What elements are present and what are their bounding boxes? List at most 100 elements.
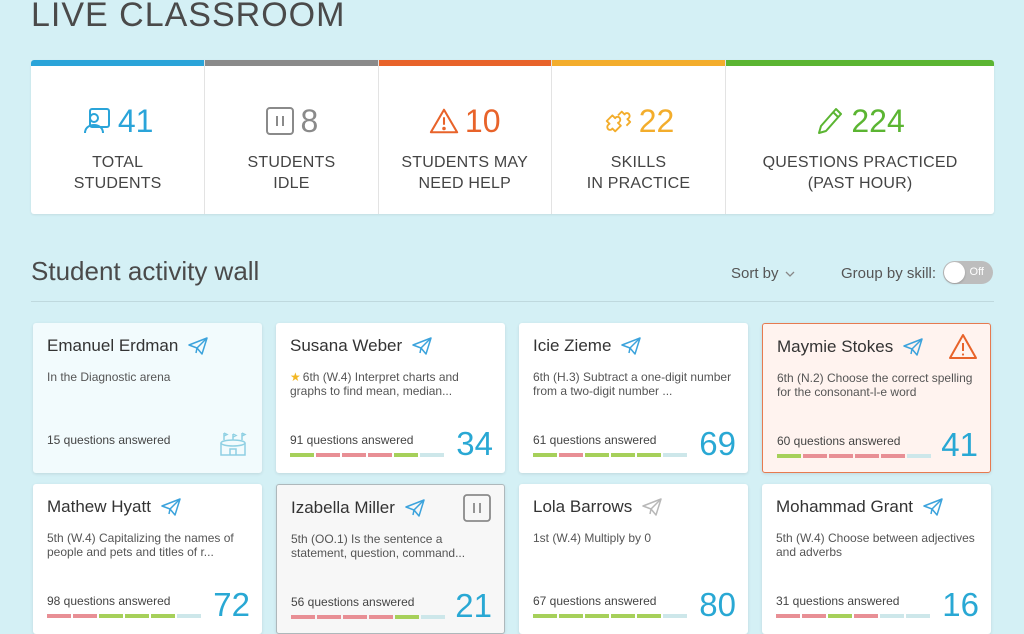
smart-score: 72 (213, 586, 250, 623)
progress-segment (663, 614, 687, 618)
progress-segments (776, 614, 932, 618)
sort-by-dropdown[interactable]: Sort by (731, 265, 795, 282)
progress-segment (637, 453, 661, 457)
group-by-skill-label: Group by skill: (841, 265, 937, 282)
stat-color-bar (551, 60, 726, 66)
student-card[interactable]: Emanuel Erdman In the Diagnostic arena 15 … (33, 323, 262, 473)
stat-label: QUESTIONS PRACTICED (PAST HOUR) (762, 154, 958, 192)
progress-segment (420, 453, 444, 457)
stat-total-students[interactable]: 41 TOTAL STUDENTS (31, 60, 206, 214)
student-name: Icie Zieme (533, 336, 642, 356)
pencil-icon (815, 106, 845, 136)
arena-icon (220, 432, 247, 456)
smart-score: 69 (699, 425, 736, 462)
progress-segment (369, 615, 393, 619)
progress-segment (316, 453, 340, 457)
toggle-knob (944, 262, 965, 283)
questions-answered: 31 questions answered (776, 594, 900, 608)
student-card[interactable]: Izabella Miller 5th (OO.1) Is the sentenc… (276, 484, 505, 634)
skill-description: In the Diagnostic arena (47, 370, 171, 384)
sort-by-label: Sort by (731, 265, 779, 282)
progress-segment (290, 453, 314, 457)
group-by-skill-toggle[interactable]: Off (943, 261, 993, 284)
progress-segment (533, 453, 557, 457)
stats-panel: 41 TOTAL STUDENTS 8 STUDENTS IDLE (31, 60, 994, 214)
student-card[interactable]: Icie Zieme 6th (H.3) Subtract a one-digit… (519, 323, 748, 473)
progress-segment (803, 454, 827, 458)
student-card[interactable]: Mathew Hyatt 5th (W.4) Capitalizing the n… (33, 484, 262, 634)
progress-segment (559, 614, 583, 618)
stat-value: 10 (464, 103, 501, 139)
progress-segment (829, 454, 853, 458)
progress-segment (611, 614, 635, 618)
skill-description: ★ 6th (W.4) Interpret charts and graphs t… (290, 370, 459, 398)
stat-need-help[interactable]: 10 STUDENTS MAY NEED HELP (378, 60, 552, 214)
progress-segment (99, 614, 123, 618)
paper-plane-icon (642, 498, 662, 516)
progress-segments (47, 614, 203, 618)
stat-color-bar (726, 60, 994, 66)
student-card[interactable]: Maymie Stokes 6th (N.2) Choose the correc… (762, 323, 991, 473)
smart-score: 21 (455, 587, 492, 624)
progress-segment (394, 453, 418, 457)
student-icon (82, 106, 112, 136)
chevron-down-icon (785, 271, 794, 277)
student-card[interactable]: Susana Weber ★ 6th (W.4) Interpret charts … (276, 323, 505, 473)
paper-plane-icon (188, 337, 209, 355)
stat-color-bar (205, 60, 378, 66)
stat-label: TOTAL STUDENTS (73, 154, 162, 192)
pause-icon (463, 494, 491, 522)
progress-segment (881, 454, 905, 458)
skill-description: 5th (W.4) Choose between adjectives and … (776, 531, 975, 559)
stat-color-bar (31, 60, 205, 66)
paper-plane-icon (903, 338, 923, 356)
progress-segment (421, 615, 445, 619)
progress-segment (533, 614, 557, 618)
progress-segment (906, 614, 930, 618)
student-name: Maymie Stokes (777, 337, 923, 357)
student-card[interactable]: Lola Barrows 1st (W.4) Multiply by 0 67 qu… (519, 484, 748, 634)
toggle-state: Off (969, 266, 984, 278)
skill-description: 6th (H.3) Subtract a one-digit number fr… (533, 370, 732, 398)
questions-answered: 61 questions answered (533, 433, 657, 447)
warning-icon (429, 106, 459, 136)
stat-value: 22 (638, 103, 675, 139)
pause-icon (265, 106, 295, 136)
smart-score: 16 (942, 586, 979, 623)
progress-segment (802, 614, 826, 618)
paper-plane-icon (405, 499, 425, 517)
student-name: Emanuel Erdman (47, 336, 209, 356)
questions-answered: 67 questions answered (533, 594, 657, 608)
questions-answered: 98 questions answered (47, 594, 171, 608)
progress-segment (317, 615, 341, 619)
progress-segment (880, 614, 904, 618)
progress-segment (637, 614, 661, 618)
smart-score: 80 (699, 586, 736, 623)
stat-skills[interactable]: 22 SKILLS IN PRACTICE (551, 60, 727, 214)
paper-plane-icon (161, 498, 181, 516)
progress-segment (585, 453, 609, 457)
page-title: LIVE CLASSROOM (31, 0, 346, 34)
progress-segments (533, 453, 689, 457)
stat-value: 224 (851, 103, 905, 139)
progress-segment (343, 615, 367, 619)
student-name: Lola Barrows (533, 497, 662, 517)
skill-description: 6th (N.2) Choose the correct spelling fo… (777, 371, 973, 399)
stat-questions-practiced[interactable]: 224 QUESTIONS PRACTICED (PAST HOUR) (726, 60, 994, 214)
stat-color-bar (378, 60, 551, 66)
star-icon: ★ (290, 370, 301, 384)
progress-segment (855, 454, 879, 458)
progress-segment (395, 615, 419, 619)
skill-description: 5th (OO.1) Is the sentence a statement, … (291, 532, 466, 560)
questions-answered: 56 questions answered (291, 595, 415, 609)
progress-segment (342, 453, 366, 457)
questions-answered: 91 questions answered (290, 433, 414, 447)
student-card[interactable]: Mohammad Grant 5th (W.4) Choose between a… (762, 484, 991, 634)
stat-students-idle[interactable]: 8 STUDENTS IDLE (205, 60, 379, 214)
stat-label: STUDENTS MAY NEED HELP (401, 154, 528, 192)
questions-answered: 60 questions answered (777, 434, 901, 448)
student-name: Susana Weber (290, 336, 432, 356)
progress-segment (291, 615, 315, 619)
progress-segment (125, 614, 149, 618)
progress-segment (854, 614, 878, 618)
